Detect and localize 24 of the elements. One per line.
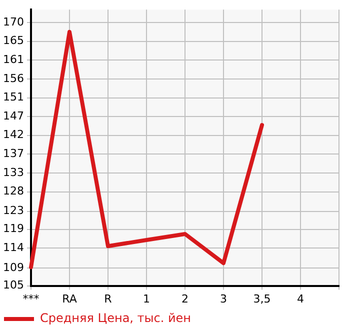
- y-tick-label: 114: [2, 241, 24, 254]
- x-tick-label: ***: [22, 292, 40, 306]
- y-tick-label: 123: [2, 204, 24, 218]
- legend-label: Средняя Цена, тыс. йен: [40, 311, 192, 326]
- x-tick-label: R: [104, 292, 112, 306]
- x-tick-label: 2: [182, 292, 188, 306]
- y-tick-label: 161: [2, 53, 24, 66]
- y-tick-label: 156: [2, 72, 24, 85]
- x-tick-label: RA: [62, 292, 78, 306]
- y-tick-label: 147: [2, 109, 24, 122]
- y-tick-label: 170: [2, 15, 24, 28]
- y-tick-label: 105: [2, 278, 24, 292]
- x-tick-label: 3: [220, 292, 227, 306]
- y-tick-label: 165: [2, 34, 24, 48]
- y-tick-label: 109: [2, 260, 24, 274]
- x-tick-label: 3,5: [253, 292, 271, 306]
- x-tick-label: 4: [297, 292, 304, 306]
- y-tick-label: 119: [2, 222, 24, 236]
- y-tick-label: 137: [2, 147, 24, 160]
- y-tick-label: 142: [2, 128, 24, 142]
- y-tick-label: 151: [2, 90, 24, 104]
- y-tick-label: 133: [2, 166, 24, 179]
- y-tick-label: 128: [2, 184, 24, 198]
- x-tick-label: 1: [142, 292, 150, 306]
